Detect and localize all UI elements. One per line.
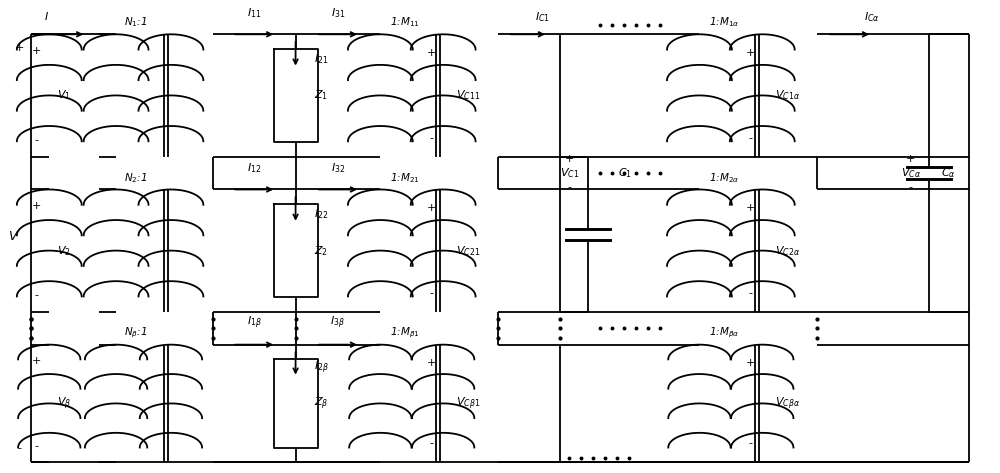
Text: $V_2$: $V_2$ bbox=[57, 244, 71, 257]
Text: $I_{3\beta}$: $I_{3\beta}$ bbox=[330, 314, 345, 331]
Text: $Z_1$: $Z_1$ bbox=[314, 88, 328, 102]
Text: $N_2$:1: $N_2$:1 bbox=[124, 171, 148, 184]
Text: $V_{C\beta\alpha}$: $V_{C\beta\alpha}$ bbox=[775, 395, 800, 412]
Text: $I$: $I$ bbox=[44, 10, 49, 22]
Text: +: + bbox=[427, 203, 436, 213]
Text: $I_{21}$: $I_{21}$ bbox=[314, 52, 328, 66]
Text: $V_{C11}$: $V_{C11}$ bbox=[456, 88, 480, 102]
Text: $I_{32}$: $I_{32}$ bbox=[331, 162, 345, 175]
Text: $I_{12}$: $I_{12}$ bbox=[247, 162, 261, 175]
Text: 1:$M_{\beta\alpha}$: 1:$M_{\beta\alpha}$ bbox=[709, 326, 740, 340]
Text: $I_{11}$: $I_{11}$ bbox=[247, 7, 261, 20]
Text: -: - bbox=[34, 135, 38, 145]
Text: $I_{22}$: $I_{22}$ bbox=[314, 207, 328, 221]
Text: $Z_2$: $Z_2$ bbox=[314, 244, 328, 257]
Text: -: - bbox=[748, 288, 752, 298]
Text: $V_1$: $V_1$ bbox=[57, 88, 71, 102]
Text: +: + bbox=[32, 201, 41, 211]
Text: -: - bbox=[429, 438, 433, 448]
Text: $V_{C\beta 1}$: $V_{C\beta 1}$ bbox=[456, 395, 480, 412]
Text: $V_\beta$: $V_\beta$ bbox=[57, 395, 71, 412]
Text: -: - bbox=[17, 443, 21, 453]
Text: $I_{31}$: $I_{31}$ bbox=[331, 7, 345, 20]
Text: $V_{C\alpha}$: $V_{C\alpha}$ bbox=[901, 166, 921, 180]
Text: +: + bbox=[746, 48, 755, 58]
Text: +: + bbox=[15, 44, 24, 53]
Text: $I_{C1}$: $I_{C1}$ bbox=[535, 10, 550, 24]
Text: $V_{C2\alpha}$: $V_{C2\alpha}$ bbox=[775, 244, 800, 257]
Text: -: - bbox=[568, 182, 572, 192]
Text: -: - bbox=[34, 290, 38, 300]
Text: $C_\alpha$: $C_\alpha$ bbox=[941, 166, 956, 180]
Text: -: - bbox=[748, 133, 752, 143]
Text: -: - bbox=[429, 133, 433, 143]
Text: $I_{2\beta}$: $I_{2\beta}$ bbox=[314, 360, 328, 377]
Text: $C_1$: $C_1$ bbox=[618, 166, 632, 180]
Text: +: + bbox=[906, 154, 916, 164]
Text: +: + bbox=[746, 203, 755, 213]
Text: +: + bbox=[746, 359, 755, 368]
Text: -: - bbox=[909, 182, 913, 192]
Text: -: - bbox=[429, 288, 433, 298]
Text: $V_{C1\alpha}$: $V_{C1\alpha}$ bbox=[775, 88, 800, 102]
Text: 1:$M_{2\alpha}$: 1:$M_{2\alpha}$ bbox=[709, 171, 740, 184]
Text: $V_{C1}$: $V_{C1}$ bbox=[560, 166, 579, 180]
Text: -: - bbox=[748, 438, 752, 448]
Text: +: + bbox=[32, 356, 41, 366]
Text: 1:$M_{11}$: 1:$M_{11}$ bbox=[390, 16, 420, 29]
Text: $V_{C21}$: $V_{C21}$ bbox=[456, 244, 480, 257]
Text: $Z_\beta$: $Z_\beta$ bbox=[314, 395, 328, 412]
Text: +: + bbox=[427, 48, 436, 58]
Text: +: + bbox=[427, 359, 436, 368]
Text: 1:$M_{\beta 1}$: 1:$M_{\beta 1}$ bbox=[390, 326, 420, 340]
Text: $V$: $V$ bbox=[8, 230, 19, 243]
Text: $I_{C\alpha}$: $I_{C\alpha}$ bbox=[864, 10, 880, 24]
Text: +: + bbox=[32, 46, 41, 56]
Text: $I_{1\beta}$: $I_{1\beta}$ bbox=[247, 314, 262, 331]
Text: -: - bbox=[34, 441, 38, 451]
Text: 1:$M_{1\alpha}$: 1:$M_{1\alpha}$ bbox=[709, 16, 740, 29]
Text: $N_1$:1: $N_1$:1 bbox=[124, 16, 148, 29]
Text: $N_\beta$:1: $N_\beta$:1 bbox=[124, 326, 148, 340]
Text: +: + bbox=[565, 154, 574, 164]
Text: 1:$M_{21}$: 1:$M_{21}$ bbox=[390, 171, 420, 184]
